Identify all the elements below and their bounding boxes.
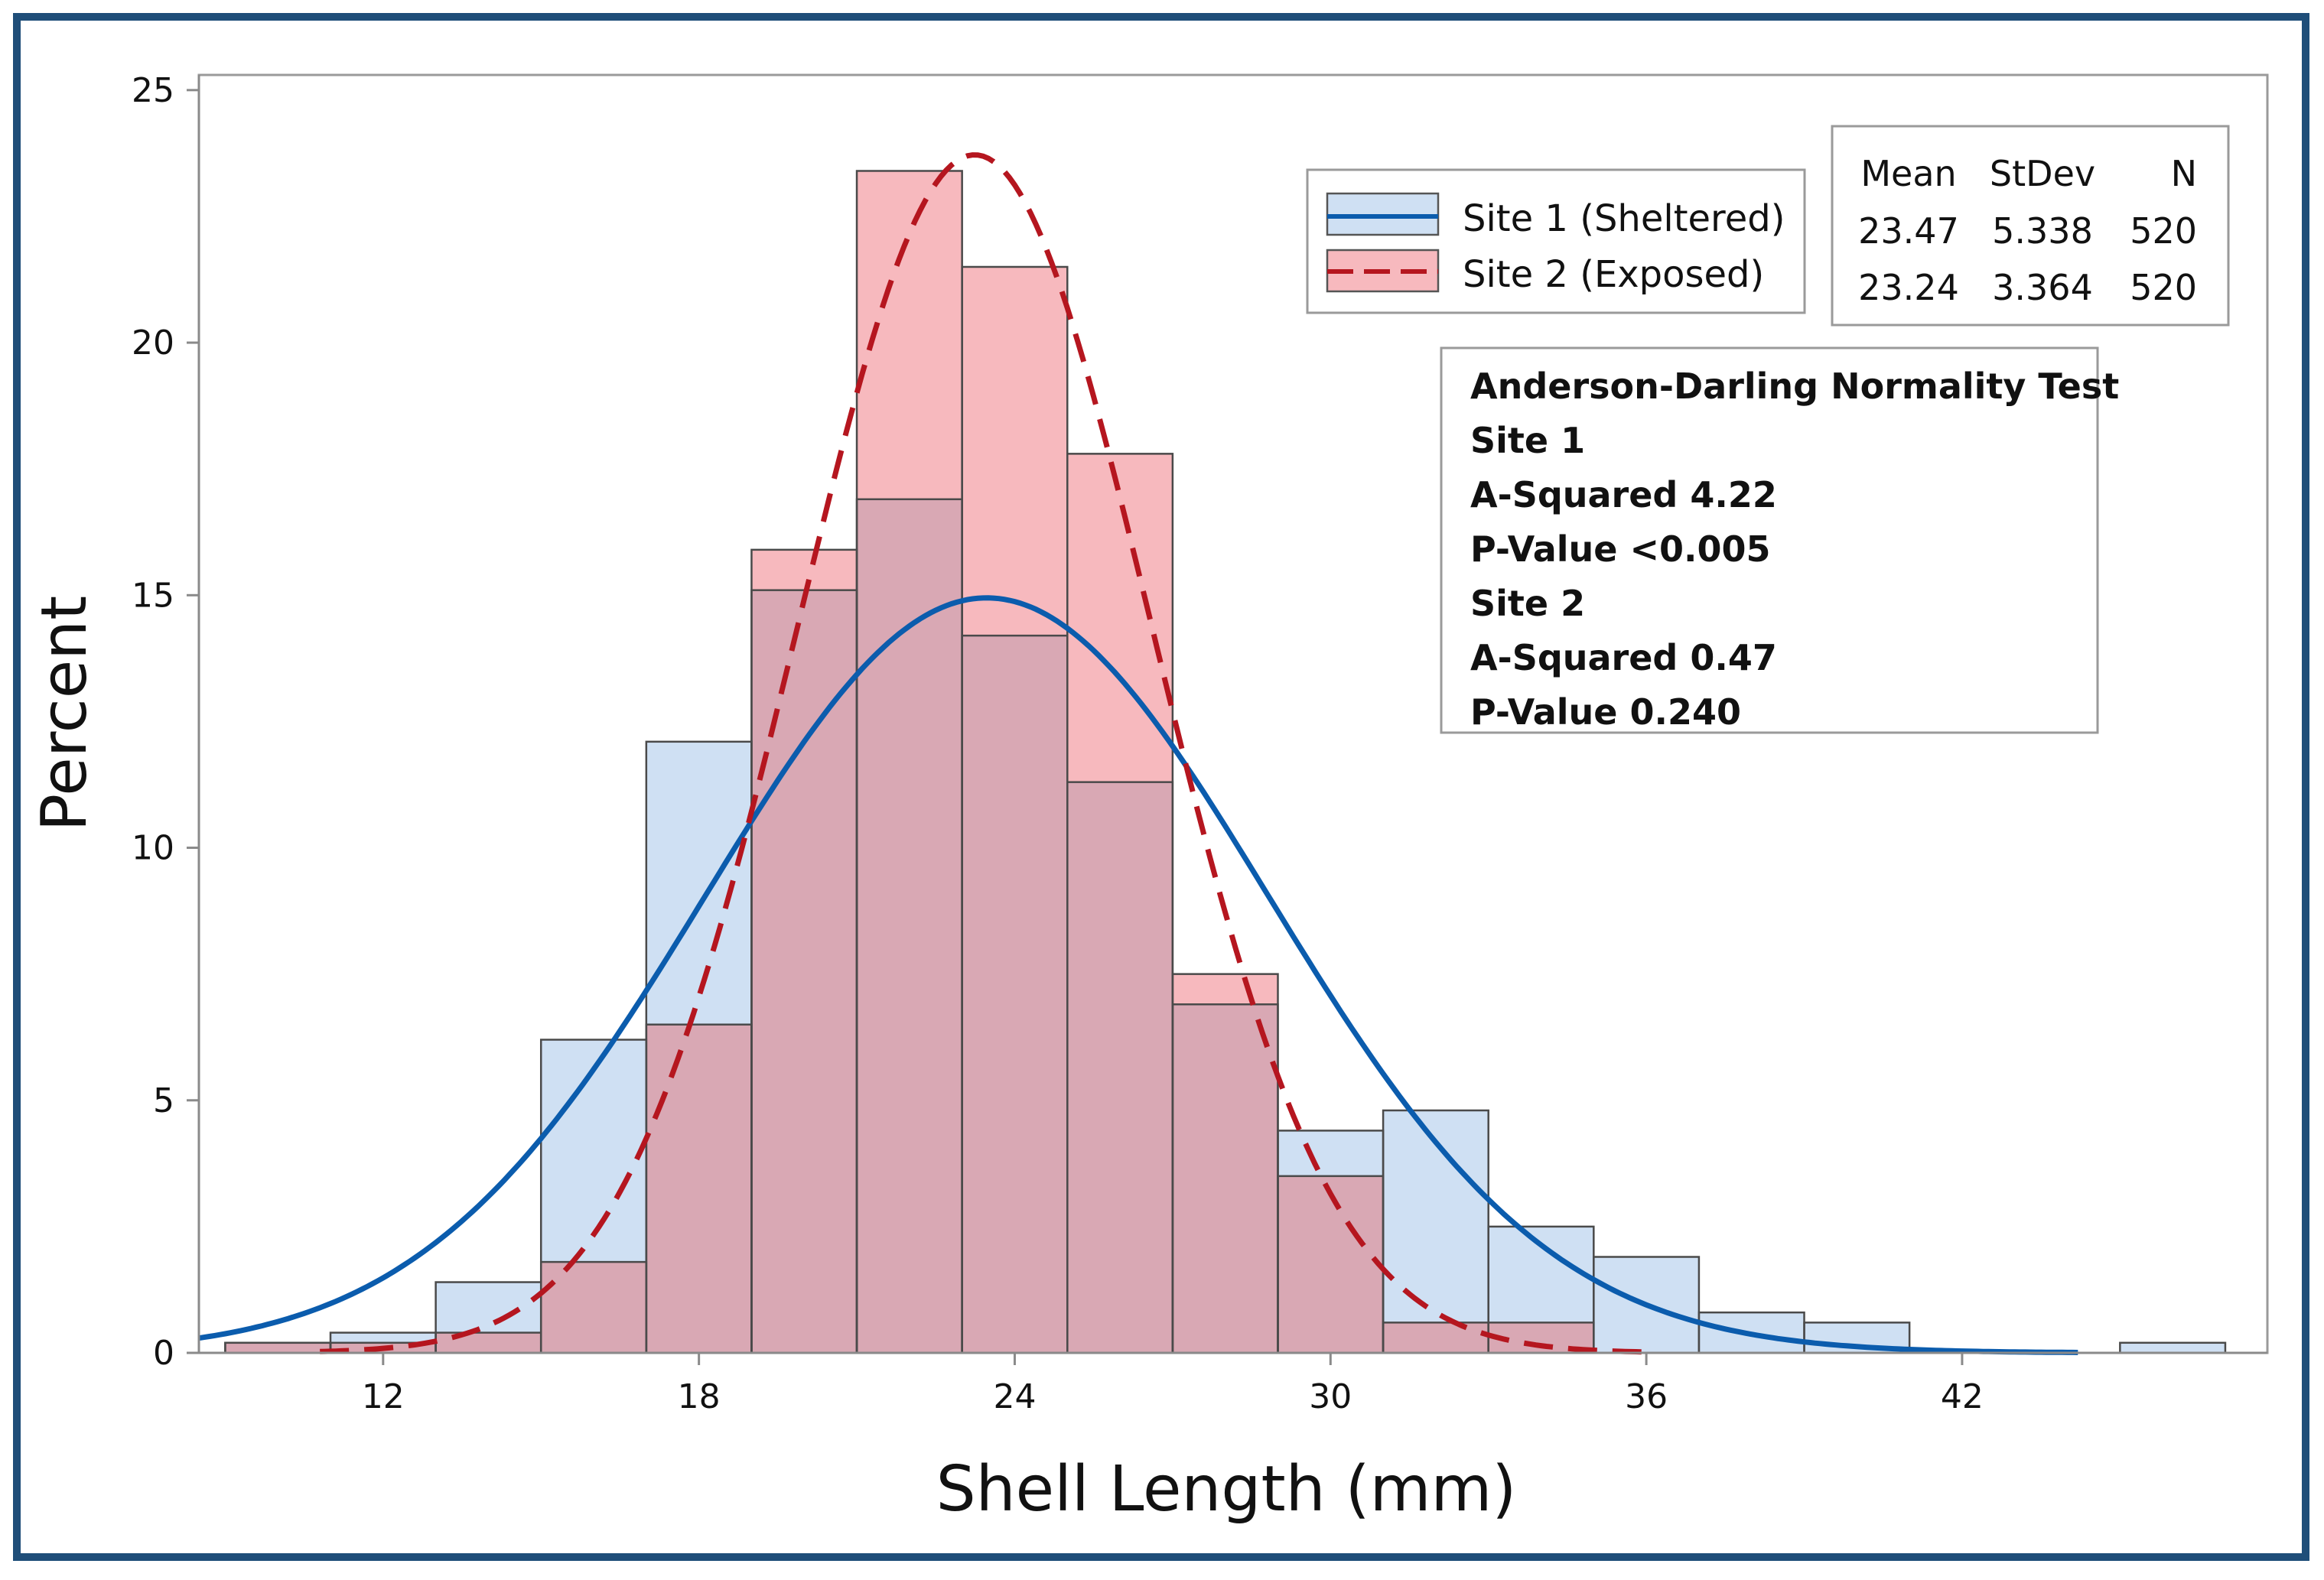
x-tick-label: 18: [678, 1377, 721, 1416]
overlap-bar: [1383, 1322, 1489, 1353]
site2-fit-curve: [320, 152, 1647, 1355]
stats-site2-stdev: 3.364: [1992, 267, 2093, 308]
stats-site2-n: 520: [2130, 267, 2197, 308]
stats-header-n: N: [2171, 153, 2197, 194]
overlap-bar: [225, 1342, 331, 1353]
site1-bar: [1383, 1110, 1489, 1353]
y-tick-label: 15: [132, 576, 174, 615]
stats-header-mean: Mean: [1860, 153, 1956, 194]
normality-site2-pvalue: P-Value 0.240: [1470, 691, 1741, 733]
stats-site1-n: 520: [2130, 210, 2197, 252]
x-axis-label: Shell Length (mm): [936, 1453, 1517, 1526]
overlap-bar: [541, 1262, 646, 1353]
y-axis-label: Percent: [28, 596, 101, 832]
y-tick-label: 5: [153, 1081, 174, 1120]
legend-label-site2: Site 2 (Exposed): [1463, 253, 1764, 296]
axes: [197, 75, 2267, 1354]
stats-table-box: [1831, 125, 2230, 327]
normality-site2-asquared: A-Squared 0.47: [1470, 637, 1777, 678]
x-tick-label: 36: [1625, 1377, 1668, 1416]
stats-site1-mean: 23.47: [1858, 210, 1959, 252]
overlap-bar: [751, 590, 858, 1353]
overlap-bar: [1067, 782, 1173, 1353]
overlap-bar: [1172, 1004, 1278, 1353]
normality-test-title: Anderson-Darling Normality Test: [1470, 366, 2119, 407]
y-tick-label: 0: [153, 1334, 174, 1373]
normality-site2-label: Site 2: [1470, 583, 1585, 624]
stats-site2-mean: 23.24: [1858, 267, 1959, 308]
normality-site1-asquared: A-Squared 4.22: [1470, 474, 1777, 515]
x-tick-label: 12: [362, 1377, 405, 1416]
overlap-bar: [1278, 1175, 1384, 1353]
y-tick-label: 25: [132, 71, 174, 110]
legend-label-site1: Site 1 (Sheltered): [1463, 197, 1785, 240]
legend: Site 1 (Sheltered) Site 2 (Exposed): [1306, 168, 1806, 314]
bar-outlines: [224, 170, 2227, 1354]
x-tick-label: 30: [1309, 1377, 1352, 1416]
overlap-bar: [857, 499, 962, 1354]
outer-border: [13, 13, 2309, 1561]
fit-curves: [198, 152, 2078, 1355]
normality-test-frame: [1440, 346, 2099, 734]
site1-fit-curve: [198, 595, 2078, 1355]
normality-site1-label: Site 1: [1470, 420, 1585, 461]
overlap-bars: [225, 499, 1594, 1354]
x-ticks: 12 18 24 30 36 42: [362, 1353, 1984, 1416]
y-tick-label: 20: [132, 323, 174, 362]
overlap-bar: [962, 636, 1068, 1353]
x-tick-label: 24: [993, 1377, 1036, 1416]
site1-bar: [2120, 1342, 2225, 1353]
x-tick-label: 42: [1941, 1377, 1984, 1416]
y-tick-label: 10: [132, 829, 174, 868]
y-ticks: 0 5 10 15 20 25: [132, 71, 199, 1373]
stats-header-stdev: StDev: [1990, 153, 2095, 194]
overlap-bar: [646, 1024, 752, 1353]
normality-test-box: Anderson-Darling Normality Test Site 1 A…: [1440, 346, 2119, 734]
stats-site1-stdev: 5.338: [1992, 210, 2093, 252]
stats-table: Mean StDev N 23.47 5.338 520 23.24 3.364…: [1831, 125, 2230, 327]
normality-site1-pvalue: P-Value <0.005: [1470, 528, 1771, 570]
